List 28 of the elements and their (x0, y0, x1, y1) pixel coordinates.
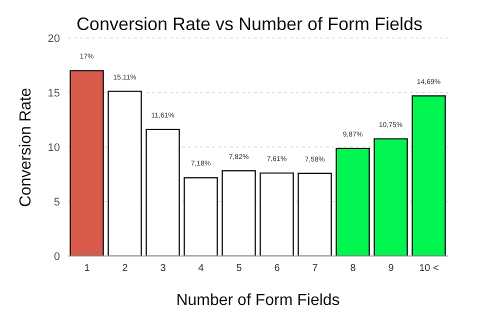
bar (260, 172, 294, 256)
x-axis-title: Number of Form Fields (175, 292, 341, 310)
y-axis-title: Conversion Rate (18, 88, 35, 207)
y-tick-label: 10 (48, 142, 60, 154)
bar (298, 172, 332, 256)
bar (146, 128, 180, 256)
bar (412, 95, 446, 256)
bar (184, 177, 218, 256)
x-tick-label: 9 (388, 263, 394, 274)
bar (108, 90, 142, 256)
bar (374, 138, 408, 256)
y-tick-label: 15 (48, 87, 60, 100)
x-tick-label: 4 (198, 263, 204, 274)
x-tick-label: 6 (274, 263, 280, 274)
bar (222, 170, 256, 256)
x-tick-label: 10 < (419, 263, 440, 274)
x-tick-label: 2 (122, 263, 128, 274)
bar (336, 148, 370, 256)
x-tick-label: 5 (236, 263, 242, 274)
x-tick-label: 3 (160, 263, 166, 274)
y-tick-label: 20 (48, 32, 60, 45)
bar (70, 70, 104, 256)
x-tick-label: 8 (350, 263, 356, 274)
chart-title: Conversion Rate vs Number of Form Fields (76, 14, 423, 34)
y-tick-label: 5 (54, 196, 60, 208)
x-tick-label: 1 (84, 263, 90, 274)
x-tick-label: 7 (312, 263, 318, 274)
y-tick-label: 0 (54, 250, 60, 263)
